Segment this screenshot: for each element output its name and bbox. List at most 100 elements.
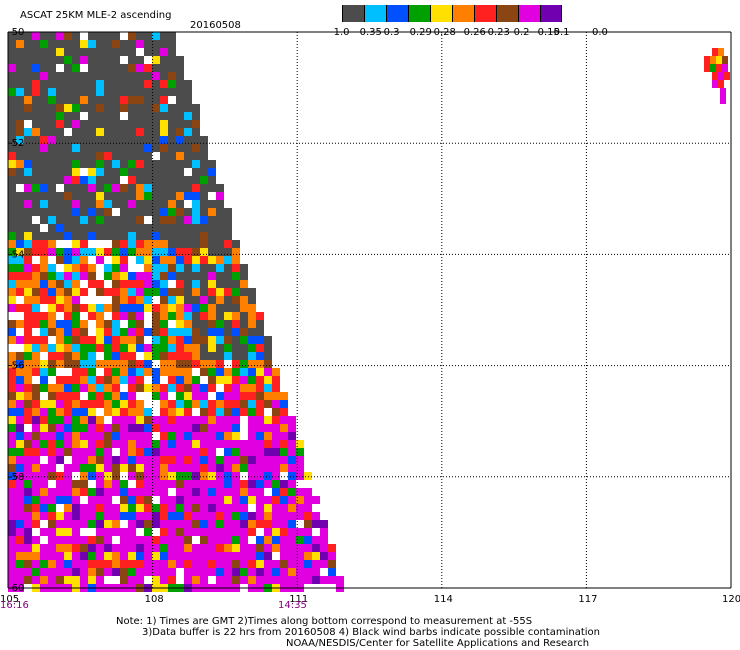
swath-cell xyxy=(24,552,32,560)
swath-cell xyxy=(56,200,64,208)
swath-cell xyxy=(112,80,120,88)
swath-cell xyxy=(64,576,72,584)
swath-cell xyxy=(48,528,56,536)
swath-cell xyxy=(32,232,40,240)
swath-cell xyxy=(184,312,192,320)
swath-cell xyxy=(256,512,264,520)
swath-cell xyxy=(88,552,96,560)
swath-cell xyxy=(40,272,48,280)
swath-cell xyxy=(272,384,280,392)
swath-cell xyxy=(24,360,32,368)
swath-cell xyxy=(280,536,288,544)
colorbar-segment xyxy=(452,5,474,22)
swath-cell xyxy=(120,512,128,520)
swath-cell xyxy=(16,512,24,520)
swath-cell xyxy=(264,424,272,432)
swath-cell xyxy=(184,96,192,104)
swath-cell xyxy=(176,96,184,104)
swath-cell xyxy=(320,568,328,576)
swath-cell xyxy=(296,560,304,568)
swath-cell xyxy=(48,328,56,336)
swath-cell xyxy=(304,504,312,512)
swath-cell xyxy=(88,128,96,136)
swath-cell xyxy=(136,416,144,424)
swath-cell xyxy=(96,128,104,136)
swath-cell xyxy=(160,72,168,80)
swath-cell xyxy=(168,176,176,184)
swath-cell xyxy=(104,200,112,208)
swath-cell xyxy=(72,424,80,432)
swath-cell xyxy=(72,312,80,320)
swath-cell xyxy=(56,40,64,48)
swath-cell xyxy=(720,88,726,96)
swath-cell xyxy=(136,384,144,392)
swath-cell xyxy=(32,488,40,496)
swath-cell xyxy=(40,376,48,384)
swath-cell xyxy=(144,504,152,512)
swath-cell xyxy=(56,400,64,408)
swath-cell xyxy=(232,512,240,520)
swath-cell xyxy=(120,384,128,392)
swath-cell xyxy=(224,520,232,528)
swath-cell xyxy=(240,560,248,568)
swath-cell xyxy=(96,192,104,200)
swath-cell xyxy=(184,192,192,200)
swath-cell xyxy=(256,440,264,448)
swath-cell xyxy=(32,320,40,328)
swath-cell xyxy=(168,256,176,264)
swath-cell xyxy=(288,440,296,448)
swath-cell xyxy=(312,512,320,520)
swath-cell xyxy=(24,256,32,264)
swath-cell xyxy=(224,216,232,224)
swath-cell xyxy=(216,408,224,416)
swath-cell xyxy=(160,480,168,488)
swath-cell xyxy=(120,472,128,480)
swath-cell xyxy=(112,224,120,232)
swath-cell xyxy=(160,296,168,304)
swath-cell xyxy=(120,168,128,176)
swath-cell xyxy=(24,336,32,344)
swath-cell xyxy=(56,576,64,584)
swath-cell xyxy=(152,128,160,136)
swath-cell xyxy=(88,360,96,368)
swath-cell xyxy=(32,208,40,216)
swath-cell xyxy=(72,512,80,520)
swath-cell xyxy=(88,120,96,128)
swath-cell xyxy=(64,48,72,56)
swath-cell xyxy=(256,456,264,464)
swath-cell xyxy=(152,304,160,312)
swath-cell xyxy=(216,192,224,200)
swath-cell xyxy=(152,392,160,400)
swath-cell xyxy=(184,456,192,464)
swath-cell xyxy=(32,352,40,360)
swath-cell xyxy=(88,312,96,320)
swath-cell xyxy=(184,216,192,224)
swath-cell xyxy=(48,32,56,40)
swath-cell xyxy=(200,248,208,256)
swath-cell xyxy=(184,224,192,232)
swath-cell xyxy=(208,184,216,192)
swath-cell xyxy=(192,560,200,568)
swath-cell xyxy=(288,528,296,536)
swath-cell xyxy=(104,544,112,552)
swath-cell xyxy=(200,456,208,464)
swath-cell xyxy=(216,312,224,320)
footnote: Note: 1) Times are GMT 2)Times along bot… xyxy=(116,616,600,649)
swath-cell xyxy=(120,456,128,464)
swath-cell xyxy=(256,320,264,328)
swath-cell xyxy=(64,336,72,344)
swath-cell xyxy=(40,360,48,368)
swath-cell xyxy=(256,472,264,480)
swath-cell xyxy=(56,64,64,72)
swath-cell xyxy=(96,504,104,512)
swath-cell xyxy=(272,560,280,568)
swath-cell xyxy=(64,504,72,512)
swath-cell xyxy=(280,552,288,560)
swath-cell xyxy=(8,296,16,304)
swath-cell xyxy=(56,312,64,320)
swath-cell xyxy=(216,224,224,232)
swath-cell xyxy=(704,56,710,64)
swath-cell xyxy=(40,320,48,328)
swath-cell xyxy=(304,512,312,520)
